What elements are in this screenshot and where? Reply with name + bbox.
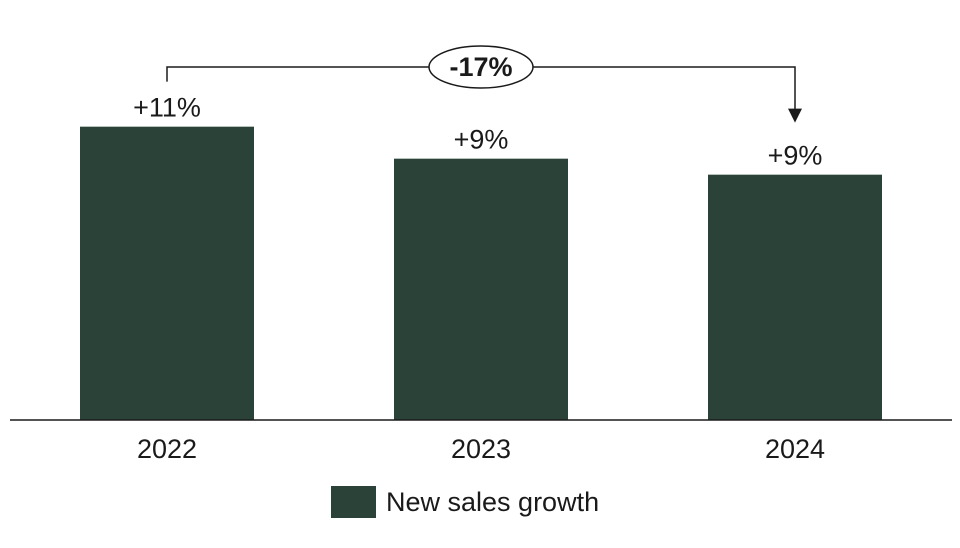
callout-label: -17% — [449, 52, 512, 82]
data-label-2024: +9% — [768, 141, 823, 171]
callout-oval — [428, 45, 534, 89]
legend-label: New sales growth — [386, 487, 599, 517]
bar-2024 — [708, 174, 882, 420]
data-label-2022: +11% — [133, 93, 201, 123]
x-axis-ticks: 2022 2023 2024 — [137, 434, 825, 464]
change-callout: -17% — [166, 45, 802, 123]
x-tick-label-2022: 2022 — [137, 434, 197, 464]
legend: New sales growth — [331, 486, 599, 518]
bar-2022 — [80, 126, 254, 421]
bar-2023 — [394, 158, 568, 420]
x-tick-label-2023: 2023 — [451, 434, 511, 464]
data-label-2023: +9% — [454, 125, 509, 155]
x-tick-label-2024: 2024 — [765, 434, 825, 464]
legend-swatch — [331, 486, 376, 518]
bars — [80, 126, 882, 421]
callout-arrowhead — [788, 108, 802, 123]
